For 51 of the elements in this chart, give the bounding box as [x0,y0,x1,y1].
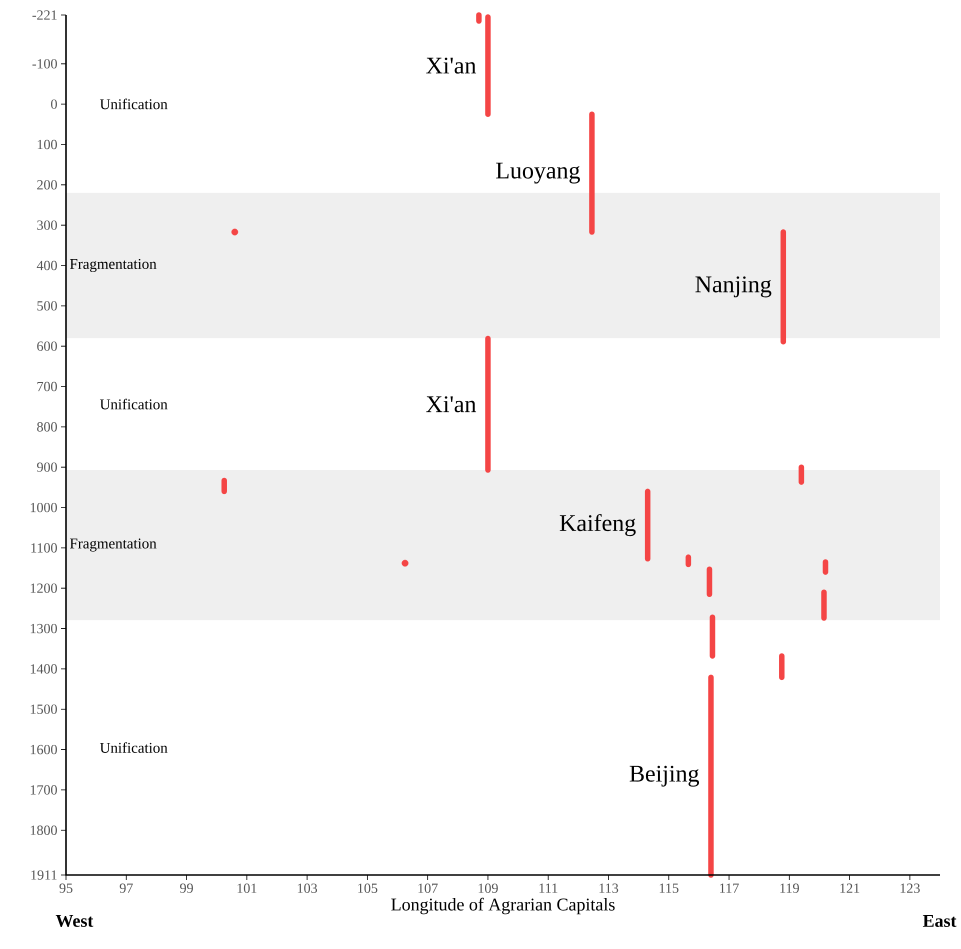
x-tick-label: 97 [120,884,133,893]
series-label: Xi'an [426,58,476,74]
y-tick-label: -100 [32,59,57,69]
y-tick-label: 1600 [30,744,57,754]
y-tick-label: 1000 [30,502,57,512]
y-tick-label: 100 [38,140,57,150]
y-tick-label: 400 [36,260,57,270]
annotation: Unification [100,398,168,410]
series-label: Luoyang [496,162,580,184]
x-tick-label: 109 [478,884,498,893]
x-tick-label: 103 [298,884,318,893]
series-label: Xi'an [426,396,476,412]
series-label: Kaifeng [560,514,636,536]
x-tick-label: 111 [539,884,558,893]
x-tick-label: 117 [720,884,739,893]
x-tick-label: 121 [840,884,860,893]
band-label: Fragmentation [70,538,156,552]
y-tick-label: 1200 [30,583,57,593]
annotation: Unification [100,98,168,110]
series-label: Beijing [630,766,699,787]
text: East [922,915,956,927]
x-tick-label: 123 [900,884,920,893]
y-tick-label: 500 [37,301,57,311]
y-tick-label: 300 [37,220,57,230]
text: West [56,914,94,928]
x-tick-label: 115 [660,884,678,893]
x-axis-title: Longitude of Agrarian Capitals [391,898,615,914]
y-tick-label: 200 [37,180,57,190]
x-tick-label: 119 [780,884,799,893]
y-tick-label: 800 [37,422,57,432]
annotation: Unification [100,742,168,753]
series-label: Nanjing [695,276,772,298]
y-tick-label: 600 [37,341,57,351]
y-tick-label: 1300 [30,624,57,634]
y-tick-label: 1500 [30,704,57,714]
band-label: Fragmentation [70,258,156,272]
x-tick-label: 113 [600,884,618,893]
y-tick-label: 900 [37,462,57,472]
y-tick-label: 0 [51,99,57,109]
y-tick-label: 1700 [30,785,57,795]
x-tick-label: 99 [180,884,193,893]
x-tick-label: 95 [59,884,72,893]
x-tick-label: 101 [238,884,256,893]
y-tick-label: 1400 [30,664,57,674]
y-tick-label: 1100 [31,543,57,553]
x-tick-label: 105 [358,884,378,893]
x-tick-label: 107 [418,884,438,893]
y-tick-label: 1911 [31,870,57,880]
y-tick-label: 1800 [30,826,57,835]
y-tick-label: -221 [32,10,57,20]
y-tick-label: 700 [37,382,57,392]
